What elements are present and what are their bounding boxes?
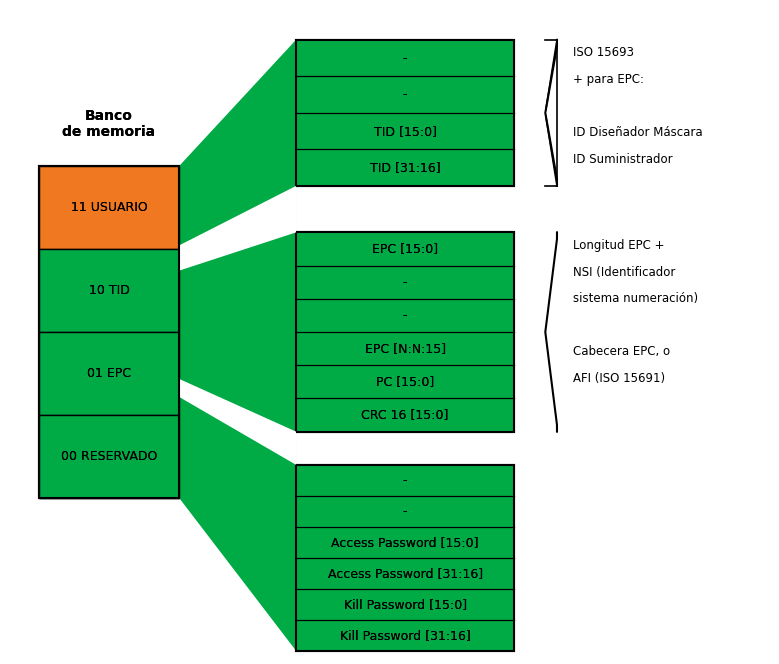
Text: ISO 15693: ISO 15693 <box>573 46 633 60</box>
Text: AFI (ISO 15691): AFI (ISO 15691) <box>573 372 664 385</box>
Text: 01 EPC: 01 EPC <box>87 367 131 380</box>
Text: Cabecera EPC, o: Cabecera EPC, o <box>573 345 670 359</box>
Text: EPC [N:N:15]: EPC [N:N:15] <box>365 342 446 355</box>
FancyBboxPatch shape <box>296 40 514 186</box>
Text: 10 TID: 10 TID <box>89 284 129 297</box>
Text: Kill Password [15:0]: Kill Password [15:0] <box>344 598 467 611</box>
Text: -: - <box>403 276 407 289</box>
FancyBboxPatch shape <box>39 166 179 249</box>
Text: -: - <box>403 52 407 64</box>
FancyBboxPatch shape <box>296 465 514 651</box>
Text: sistema numeración): sistema numeración) <box>573 292 698 305</box>
Text: -: - <box>403 276 407 289</box>
Text: 01 EPC: 01 EPC <box>87 367 131 380</box>
Text: CRC 16 [15:0]: CRC 16 [15:0] <box>361 408 449 422</box>
Text: TID [15:0]: TID [15:0] <box>374 125 436 137</box>
Text: PC [15:0]: PC [15:0] <box>376 375 434 388</box>
Text: Access Password [15:0]: Access Password [15:0] <box>331 536 479 548</box>
Text: EPC [15:0]: EPC [15:0] <box>372 242 438 256</box>
FancyBboxPatch shape <box>296 465 514 651</box>
Text: -: - <box>403 88 407 101</box>
Text: Access Password [31:16]: Access Password [31:16] <box>327 567 483 580</box>
FancyBboxPatch shape <box>39 249 179 332</box>
Text: CRC 16 [15:0]: CRC 16 [15:0] <box>361 408 449 422</box>
Text: EPC [15:0]: EPC [15:0] <box>372 242 438 256</box>
Text: ID Diseñador Máscara: ID Diseñador Máscara <box>573 126 702 139</box>
Text: Banco
de memoria: Banco de memoria <box>62 110 156 139</box>
Text: -: - <box>403 505 407 518</box>
Text: Access Password [31:16]: Access Password [31:16] <box>327 567 483 580</box>
Text: -: - <box>403 88 407 101</box>
Text: 00 RESERVADO: 00 RESERVADO <box>61 450 157 463</box>
Text: Kill Password [31:16]: Kill Password [31:16] <box>340 629 471 641</box>
Text: Kill Password [15:0]: Kill Password [15:0] <box>344 598 467 611</box>
Text: Kill Password [31:16]: Kill Password [31:16] <box>340 629 471 641</box>
Text: Banco
de memoria: Banco de memoria <box>62 110 156 139</box>
FancyBboxPatch shape <box>39 415 179 498</box>
Text: NSI (Identificador: NSI (Identificador <box>573 266 675 279</box>
Text: -: - <box>403 309 407 322</box>
Text: Longitud EPC +: Longitud EPC + <box>573 239 664 252</box>
FancyBboxPatch shape <box>39 332 179 415</box>
FancyBboxPatch shape <box>39 332 179 415</box>
Text: TID [15:0]: TID [15:0] <box>374 125 436 137</box>
Text: Access Password [15:0]: Access Password [15:0] <box>331 536 479 548</box>
Text: -: - <box>403 52 407 64</box>
FancyBboxPatch shape <box>296 232 514 432</box>
FancyBboxPatch shape <box>39 249 179 332</box>
Text: 00 RESERVADO: 00 RESERVADO <box>61 450 157 463</box>
Text: -: - <box>403 474 407 487</box>
Text: -: - <box>403 505 407 518</box>
Polygon shape <box>179 40 296 651</box>
Text: EPC [N:N:15]: EPC [N:N:15] <box>365 342 446 355</box>
FancyBboxPatch shape <box>296 40 514 186</box>
Text: -: - <box>403 474 407 487</box>
Polygon shape <box>179 186 296 271</box>
Text: 10 TID: 10 TID <box>89 284 129 297</box>
FancyBboxPatch shape <box>296 232 514 432</box>
Text: ID Suministrador: ID Suministrador <box>573 153 672 166</box>
Text: 11 USUARIO: 11 USUARIO <box>71 201 147 214</box>
FancyBboxPatch shape <box>39 166 179 249</box>
Text: TID [31:16]: TID [31:16] <box>370 161 440 174</box>
Polygon shape <box>179 379 296 465</box>
Text: PC [15:0]: PC [15:0] <box>376 375 434 388</box>
Text: + para EPC:: + para EPC: <box>573 73 643 86</box>
FancyBboxPatch shape <box>39 415 179 498</box>
Text: TID [31:16]: TID [31:16] <box>370 161 440 174</box>
Text: -: - <box>403 309 407 322</box>
Text: 11 USUARIO: 11 USUARIO <box>71 201 147 214</box>
